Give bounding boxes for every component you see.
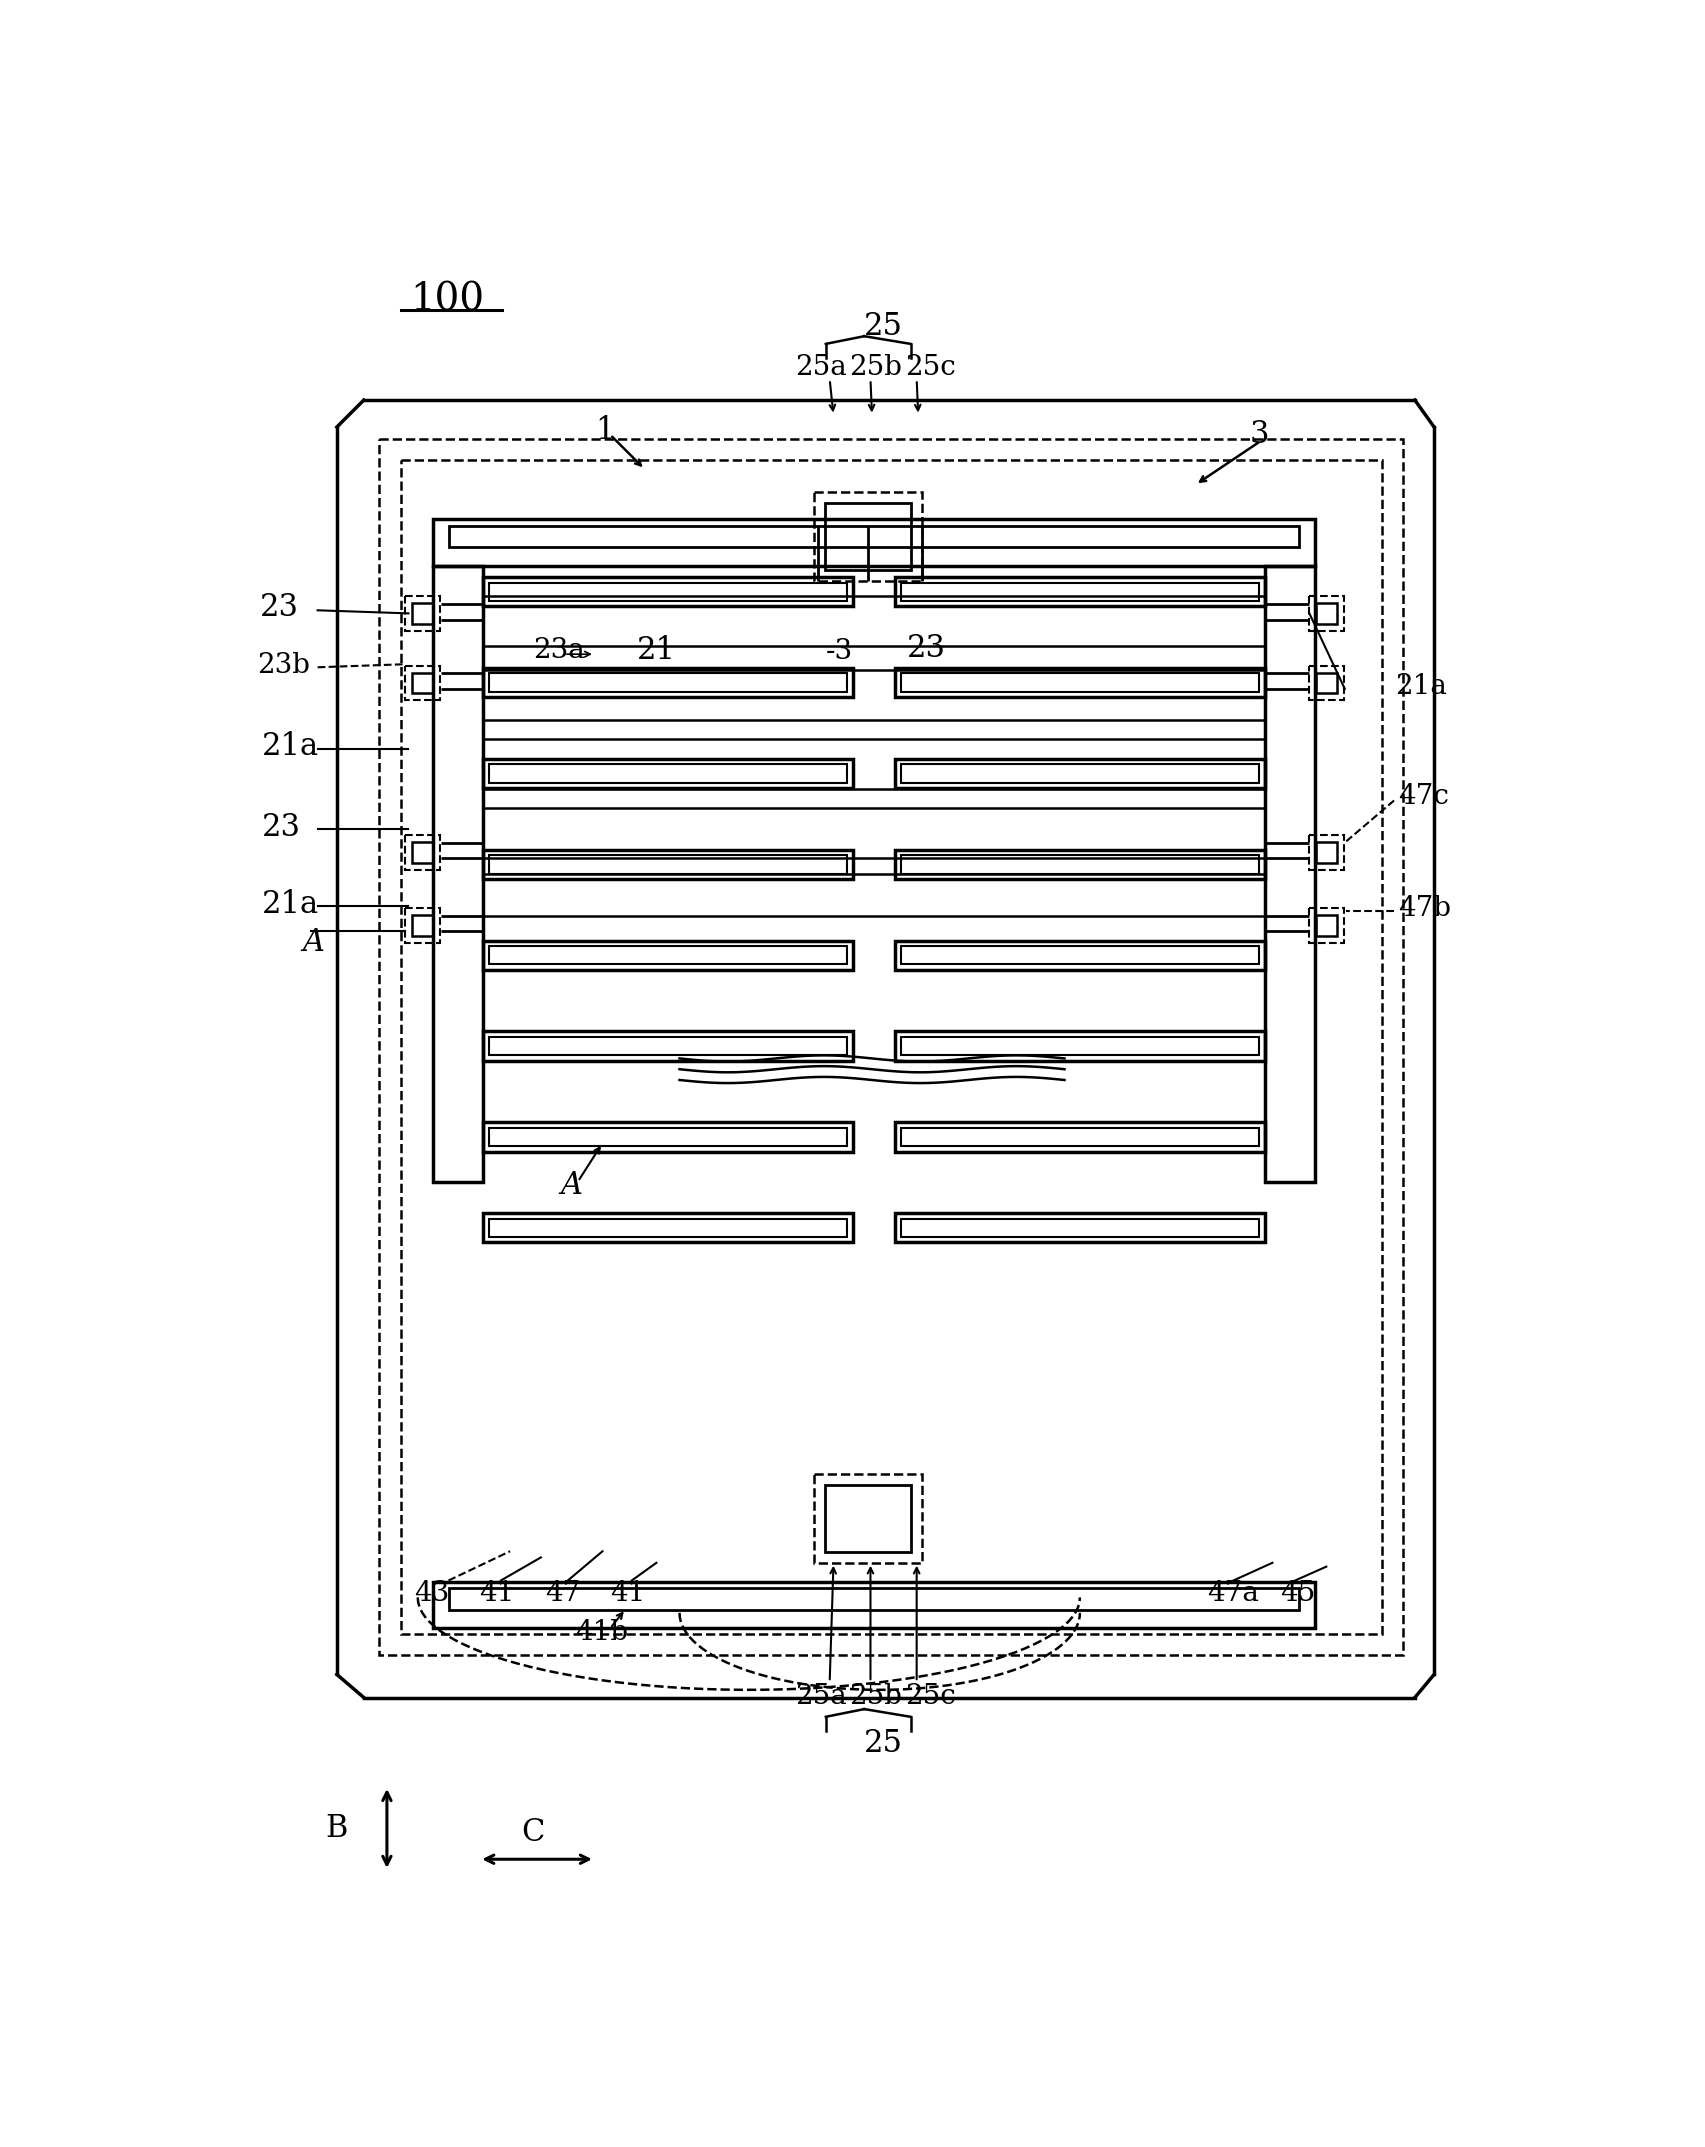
Text: 47b: 47b — [1396, 895, 1449, 921]
Text: B: B — [326, 1812, 348, 1844]
Text: 41: 41 — [479, 1580, 515, 1608]
Text: 23: 23 — [259, 593, 298, 623]
Text: 3: 3 — [1248, 419, 1269, 451]
Text: 21: 21 — [636, 636, 675, 666]
Text: 25: 25 — [864, 311, 902, 341]
Text: 45: 45 — [1279, 1580, 1315, 1608]
Text: 21a: 21a — [263, 732, 319, 762]
Text: 25b: 25b — [849, 354, 902, 382]
Text: 25b: 25b — [849, 1683, 902, 1709]
Text: 25a: 25a — [795, 1683, 846, 1709]
Text: -3: -3 — [825, 638, 852, 666]
Text: 23a: 23a — [534, 638, 585, 663]
Text: 1: 1 — [595, 414, 614, 447]
Text: 23b: 23b — [257, 653, 310, 678]
Text: A: A — [302, 928, 324, 958]
Text: 25: 25 — [864, 1728, 902, 1758]
Text: 47: 47 — [544, 1580, 580, 1608]
Text: 47a: 47a — [1205, 1580, 1258, 1608]
Text: 25c: 25c — [905, 1683, 955, 1709]
Text: A: A — [559, 1170, 581, 1200]
Text: 23: 23 — [905, 633, 945, 663]
Text: 41b: 41b — [575, 1619, 627, 1645]
Text: 47c: 47c — [1396, 784, 1448, 809]
Text: 41: 41 — [610, 1580, 644, 1608]
Text: 100: 100 — [409, 281, 484, 318]
Text: 25c: 25c — [905, 354, 955, 382]
Text: 21a: 21a — [1395, 672, 1446, 700]
Text: 21a: 21a — [263, 889, 319, 919]
Text: C: C — [522, 1816, 544, 1849]
Text: 23: 23 — [263, 812, 302, 844]
Text: 25a: 25a — [795, 354, 846, 382]
Text: 43: 43 — [414, 1580, 448, 1608]
